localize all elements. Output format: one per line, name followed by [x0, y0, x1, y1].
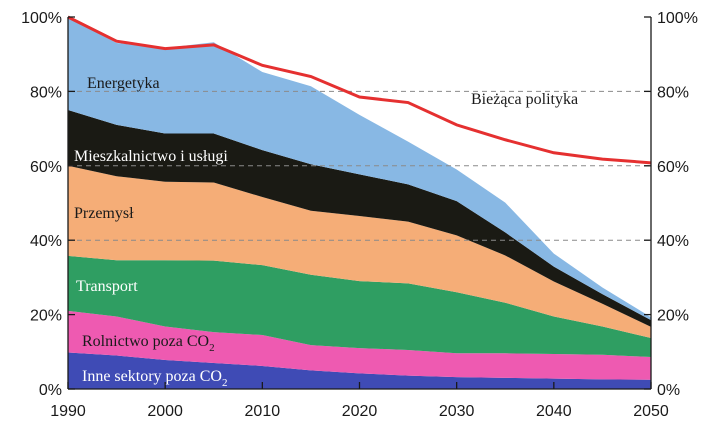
ytick-label-right: 80%	[657, 84, 689, 101]
xtick-label: 2040	[536, 403, 572, 420]
xtick-label: 2000	[147, 403, 183, 420]
ytick-label-left: 20%	[30, 308, 62, 325]
label-rolnictwo: Rolnictwo poza CO2	[82, 333, 215, 354]
area-transport	[68, 255, 651, 358]
area-energetyka	[68, 17, 651, 321]
ytick-label-left: 80%	[30, 84, 62, 101]
area-inne-sektory-poza-co2	[68, 352, 651, 389]
tick-labels: 0% 0% 20% 20% 40% 40% 60% 60% 80% 80% 100% 100% 1990…	[21, 10, 698, 420]
ytick-label-right: 20%	[657, 308, 689, 325]
label-przemysl: Przemysł	[74, 205, 134, 222]
ytick-label-left: 60%	[30, 159, 62, 176]
xtick-label: 2050	[633, 403, 669, 420]
ytick-label-left: 40%	[30, 233, 62, 250]
current-policy-line	[67, 15, 652, 165]
ytick-label-right: 60%	[657, 159, 689, 176]
area-rolnictwo-poza-co2	[68, 310, 651, 380]
xtick-label: 2030	[439, 403, 475, 420]
xtick-label: 2020	[342, 403, 378, 420]
tick-marks	[67, 16, 652, 390]
label-inne-sektory: Inne sektory poza CO2	[82, 368, 227, 389]
label-energetyka: Energetyka	[87, 75, 160, 92]
xtick-label: 1990	[50, 403, 86, 420]
ytick-label-right: 100%	[657, 10, 698, 27]
stacked-areas	[68, 17, 651, 389]
xtick-label: 2010	[245, 403, 281, 420]
ytick-label-left: 0%	[39, 382, 62, 399]
dashed-gridlines	[68, 90, 651, 241]
label-mieszkalnictwo: Mieszkalnictwo i usługi	[74, 148, 228, 165]
label-biezaca-polityka: Bieżąca polityka	[471, 91, 578, 108]
area-mieszkalnictwo-i-usługi	[68, 110, 651, 327]
ytick-label-left: 100%	[21, 10, 62, 27]
ytick-label-right: 0%	[657, 382, 680, 399]
label-transport: Transport	[76, 278, 138, 295]
ytick-label-right: 40%	[657, 233, 689, 250]
area-przemysł	[68, 165, 651, 339]
